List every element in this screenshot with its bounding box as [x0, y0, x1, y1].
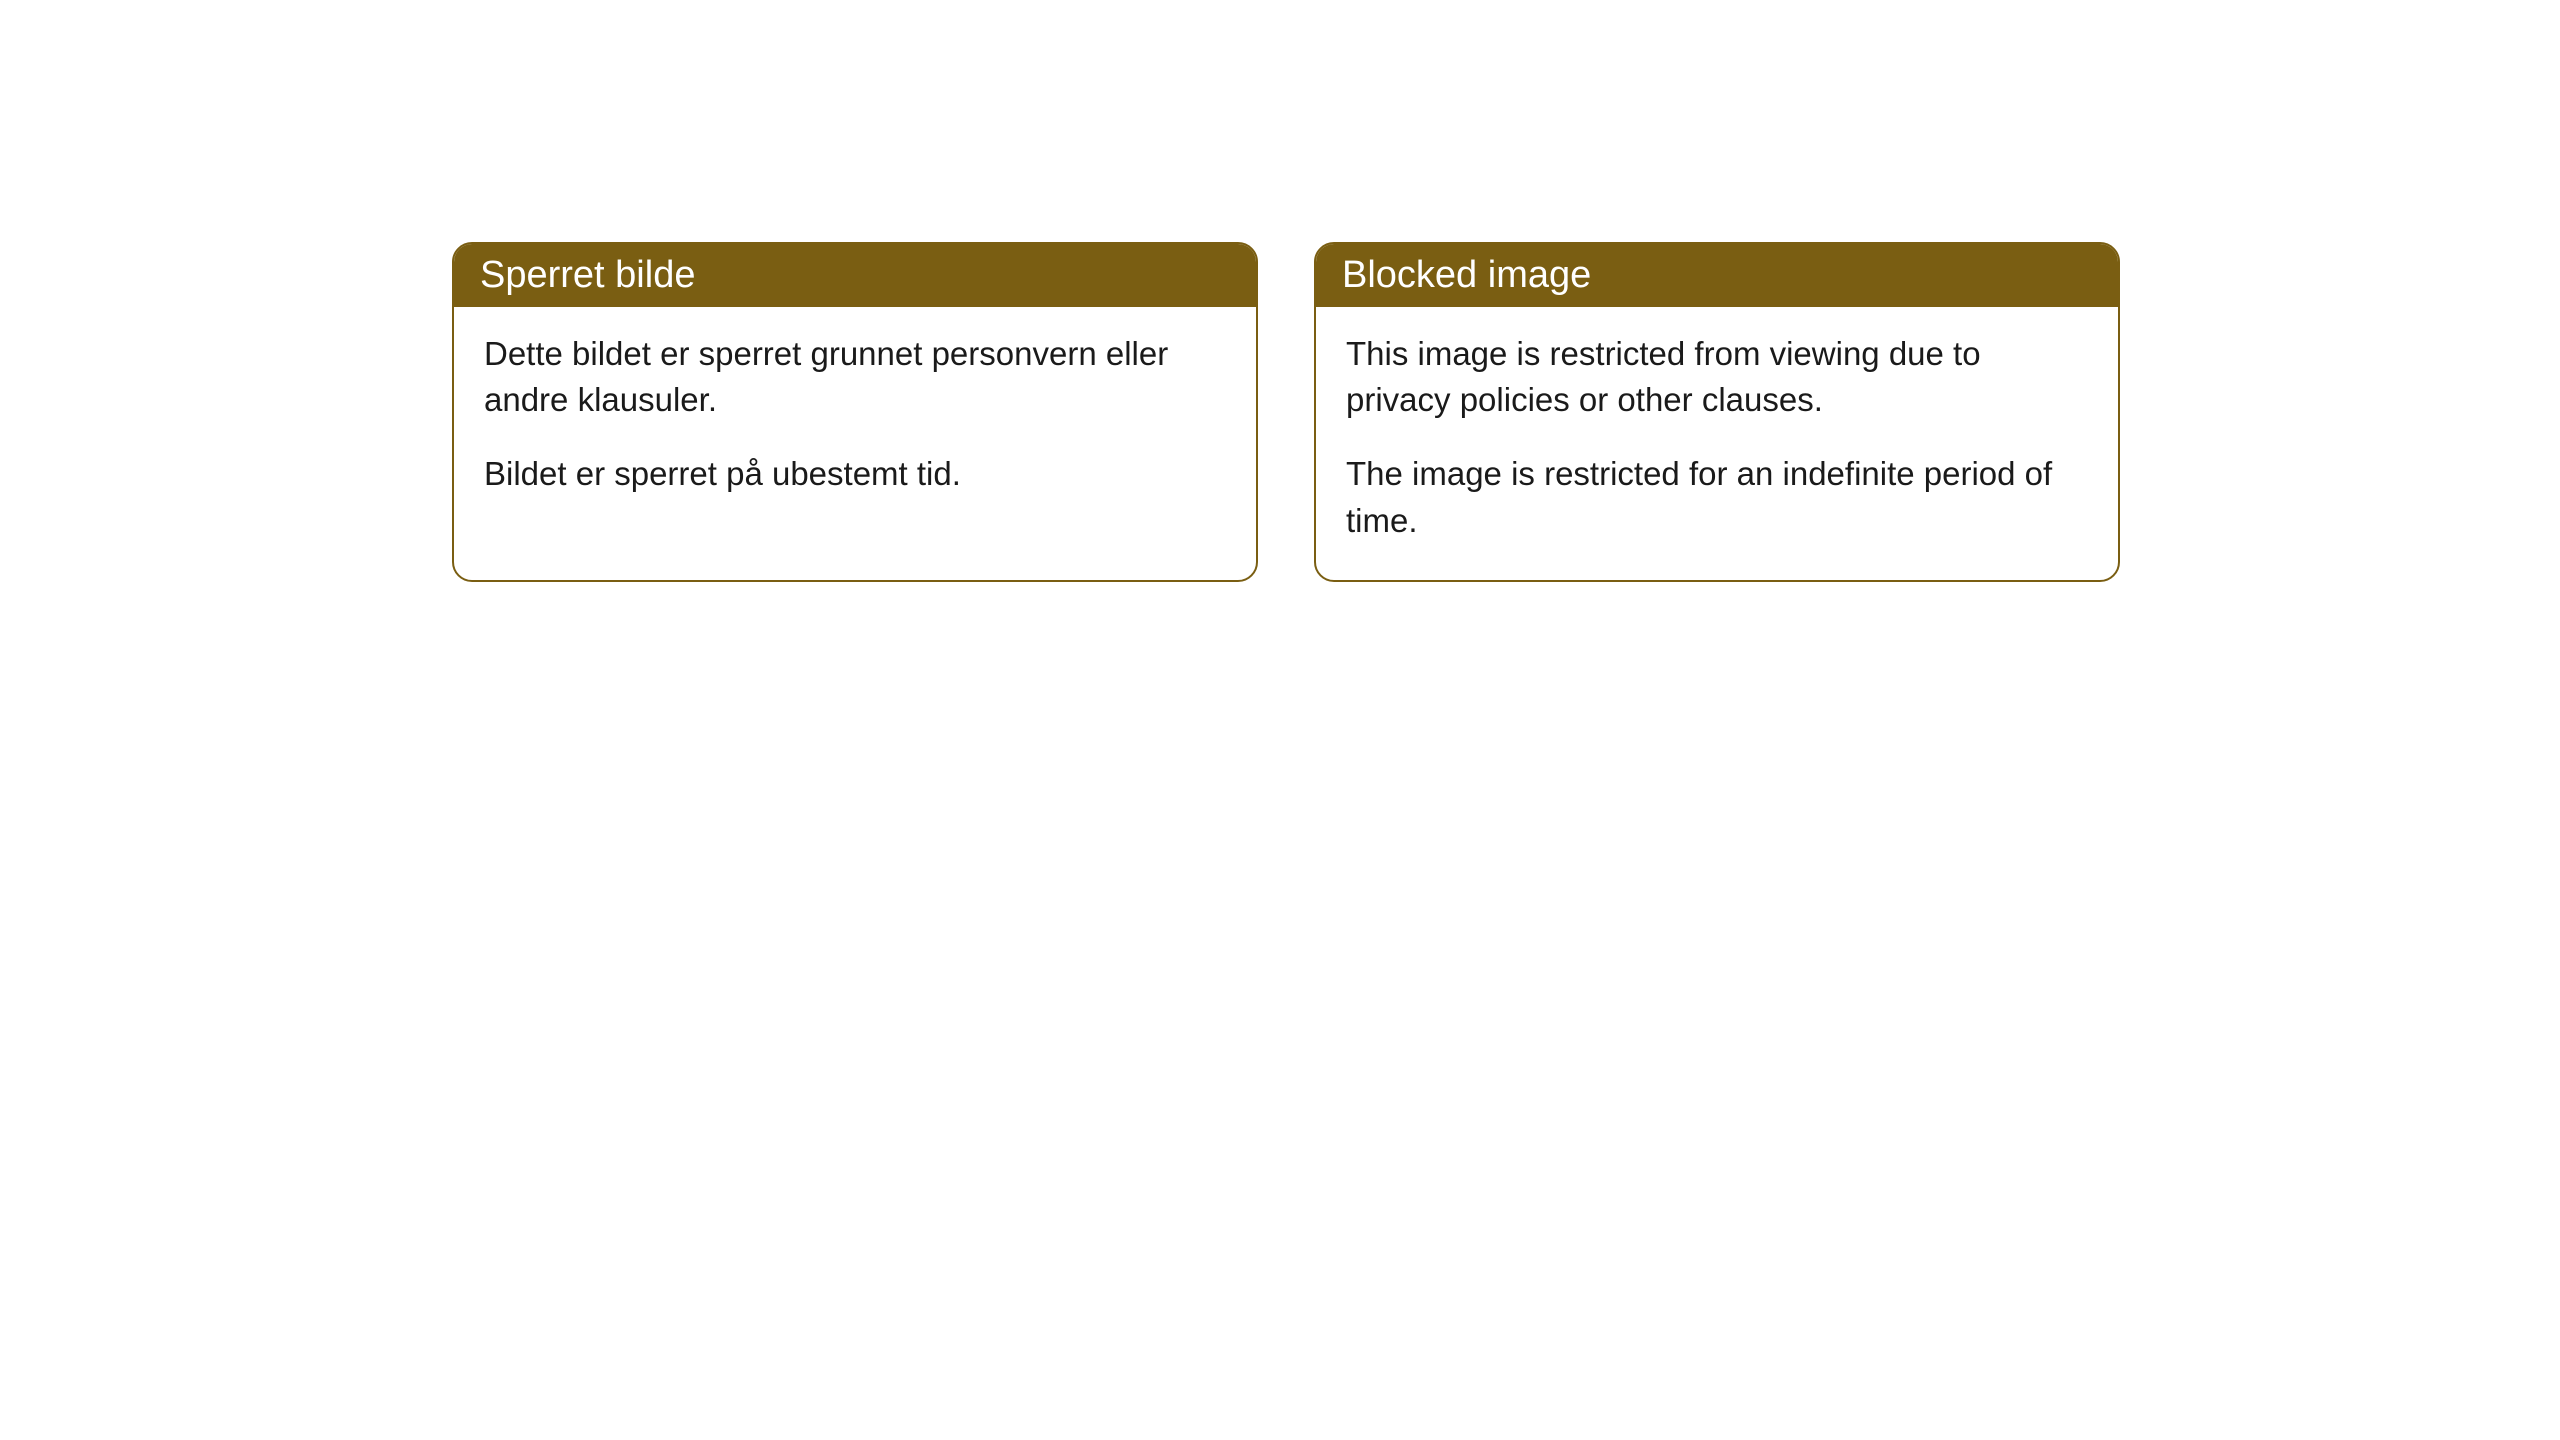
card-header-no: Sperret bilde [454, 244, 1256, 307]
card-paragraph-2-no: Bildet er sperret på ubestemt tid. [484, 451, 1226, 497]
card-paragraph-1-no: Dette bildet er sperret grunnet personve… [484, 331, 1226, 423]
card-paragraph-1-en: This image is restricted from viewing du… [1346, 331, 2088, 423]
card-header-en: Blocked image [1316, 244, 2118, 307]
card-body-no: Dette bildet er sperret grunnet personve… [454, 307, 1256, 534]
card-body-en: This image is restricted from viewing du… [1316, 307, 2118, 580]
blocked-image-card-no: Sperret bilde Dette bildet er sperret gr… [452, 242, 1258, 582]
notice-container: Sperret bilde Dette bildet er sperret gr… [0, 0, 2560, 582]
card-paragraph-2-en: The image is restricted for an indefinit… [1346, 451, 2088, 543]
blocked-image-card-en: Blocked image This image is restricted f… [1314, 242, 2120, 582]
